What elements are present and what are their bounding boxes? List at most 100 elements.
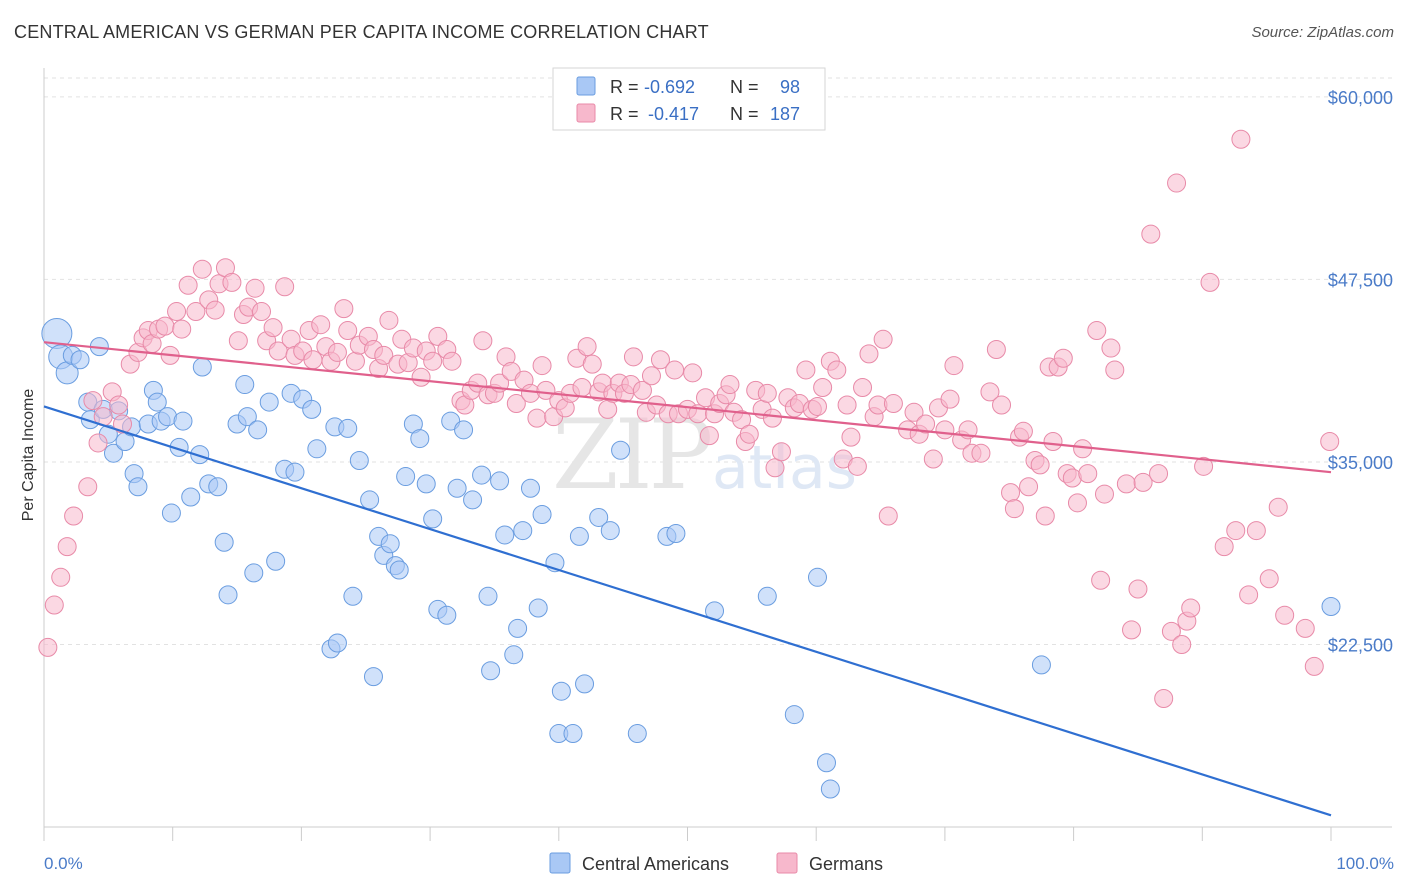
central-american-point: [611, 440, 631, 460]
german-point: [1078, 464, 1098, 484]
german-point: [1043, 432, 1063, 452]
german-point: [1154, 689, 1174, 709]
central-american-point: [389, 560, 409, 580]
german-point: [167, 302, 187, 322]
central-american-point: [528, 598, 548, 618]
german-point: [1067, 493, 1087, 513]
series-central-americans: [41, 317, 1341, 799]
german-point: [841, 427, 861, 447]
legend-r-value-2: -0.417: [648, 104, 699, 124]
y-tick-label-3: $60,000: [1328, 88, 1393, 108]
german-point: [1091, 570, 1111, 590]
central-american-point: [266, 551, 286, 571]
y-tick-label-1: $35,000: [1328, 453, 1393, 473]
german-point: [904, 402, 924, 422]
bottom-legend-label-central-americans: Central Americans: [582, 854, 729, 874]
german-point: [222, 272, 242, 292]
central-american-point: [820, 779, 840, 799]
german-point: [506, 394, 526, 414]
legend-r-value-1: -0.692: [644, 77, 695, 97]
german-point: [109, 395, 129, 415]
german-point: [172, 319, 192, 339]
german-point: [64, 506, 84, 526]
german-point: [205, 300, 225, 320]
central-american-point: [181, 487, 201, 507]
central-american-point: [504, 645, 524, 665]
german-point: [632, 380, 652, 400]
german-point: [1167, 173, 1187, 193]
german-point: [1226, 521, 1246, 541]
german-point: [986, 340, 1006, 360]
central-american-point: [520, 478, 540, 498]
german-point: [971, 443, 991, 463]
german-point: [1101, 338, 1121, 358]
legend-r-label-1: R =: [610, 77, 639, 97]
trend-lines: [43, 341, 1332, 817]
german-point: [980, 382, 1000, 402]
central-american-point: [192, 357, 212, 377]
central-american-point: [472, 465, 492, 485]
legend-n-value-2: 187: [770, 104, 800, 124]
german-point: [582, 354, 602, 374]
central-american-point: [307, 439, 327, 459]
german-point: [83, 391, 103, 411]
german-point: [923, 449, 943, 469]
german-point: [1239, 585, 1259, 605]
german-point: [916, 414, 936, 434]
central-american-point: [248, 420, 268, 440]
legend-swatch-central-americans: [576, 76, 596, 96]
german-point: [113, 414, 133, 434]
grid-lines: [44, 77, 1392, 645]
german-point: [940, 389, 960, 409]
central-american-point: [807, 567, 827, 587]
central-american-point: [244, 563, 264, 583]
german-point: [228, 331, 248, 351]
central-american-point: [338, 418, 358, 438]
central-american-point: [237, 407, 257, 427]
central-american-point: [600, 521, 620, 541]
german-point: [442, 351, 462, 371]
german-point: [263, 318, 283, 338]
y-tick-label-0: $22,500: [1328, 635, 1393, 655]
central-american-point: [508, 618, 528, 638]
german-point: [428, 326, 448, 346]
central-american-point: [495, 525, 515, 545]
german-point: [1013, 421, 1033, 441]
german-point: [1122, 620, 1142, 640]
german-point: [1030, 455, 1050, 475]
german-point: [944, 356, 964, 376]
x-tick-label-max: 100.0%: [1336, 854, 1394, 873]
german-point: [992, 395, 1012, 415]
german-point: [473, 331, 493, 351]
central-american-point: [816, 753, 836, 773]
bottom-legend-swatch-germans: [776, 852, 798, 874]
german-point: [1214, 537, 1234, 557]
german-point: [1161, 621, 1181, 641]
german-point: [771, 442, 791, 462]
bottom-legend: Central Americans Germans: [549, 852, 883, 874]
german-point: [1035, 506, 1055, 526]
german-point: [1019, 477, 1039, 497]
german-point: [1133, 472, 1153, 492]
central-american-point: [569, 526, 589, 546]
legend-box: R = -0.692 N = 98 R = -0.417 N = 187: [552, 67, 826, 131]
central-american-point: [396, 467, 416, 487]
german-point: [883, 394, 903, 414]
german-point: [641, 366, 661, 386]
central-american-point: [161, 503, 181, 523]
german-point: [1200, 272, 1220, 292]
german-point: [757, 383, 777, 403]
central-american-point: [437, 605, 457, 625]
german-point: [732, 410, 752, 430]
central-american-point: [1321, 597, 1341, 617]
central-american-point: [416, 474, 436, 494]
german-trend-line: [43, 341, 1332, 474]
german-point: [334, 299, 354, 319]
german-point: [311, 315, 331, 335]
german-point: [665, 360, 685, 380]
central-american-point: [666, 524, 686, 544]
data-points: [38, 129, 1341, 799]
german-point: [1172, 634, 1192, 654]
chart-title: CENTRAL AMERICAN VS GERMAN PER CAPITA IN…: [14, 22, 709, 42]
german-point: [650, 350, 670, 370]
